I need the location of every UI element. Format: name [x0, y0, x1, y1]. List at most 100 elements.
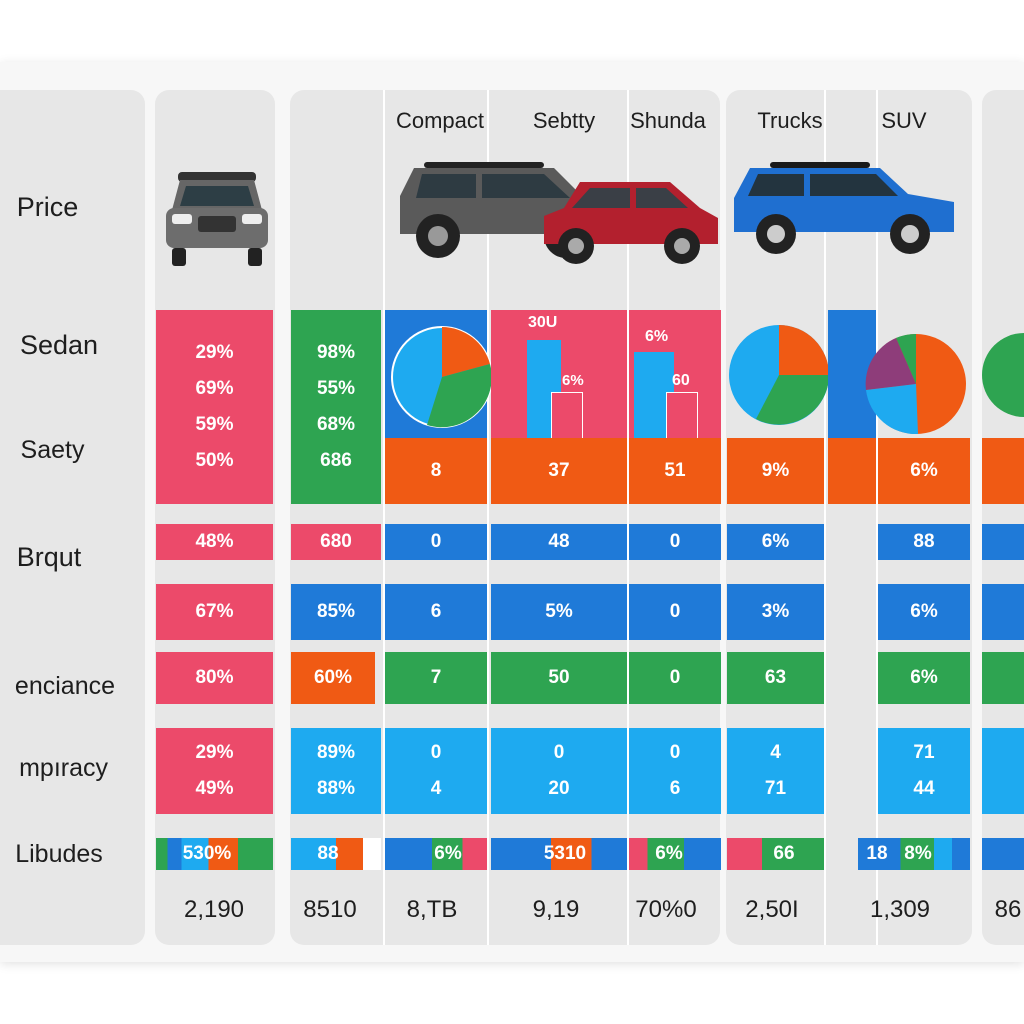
mpiracy-cell: 0 6 — [629, 728, 721, 814]
libudes-strip — [156, 838, 273, 870]
enciance-cell: 80% — [156, 652, 273, 704]
mpiracy-cell — [982, 728, 1024, 814]
enciance-cell: 7 — [385, 652, 487, 704]
row-label-mpiracy: mpıracy — [19, 754, 108, 782]
mpiracy-value: 0 — [669, 742, 681, 763]
libudes-value: 88 — [317, 843, 339, 864]
column-divider — [383, 90, 385, 945]
mpiracy-value: 89% — [316, 742, 356, 763]
brqut-cell: 88 — [878, 524, 970, 560]
pie-slice — [896, 333, 916, 384]
row-label-brqut: Brqut — [16, 542, 82, 572]
pie-slice — [866, 384, 918, 435]
total-value: 8510 — [303, 896, 357, 923]
libudes-strip — [727, 838, 824, 870]
mpiracy-value: 0 — [430, 742, 442, 763]
row-label-price: Price — [16, 192, 79, 222]
sedan-value: 69% — [195, 378, 234, 399]
libudes-strip — [491, 838, 627, 870]
row5-cell: 6 — [385, 584, 487, 640]
pie-chart — [865, 333, 966, 435]
mpiracy-cell: 4 71 — [727, 728, 824, 814]
bar-label: 30U — [528, 314, 558, 331]
brqut-cell: 48 — [491, 524, 627, 560]
brqut-cell — [982, 524, 1024, 560]
bar-label: 6% — [645, 328, 669, 345]
sedan-value: 55% — [316, 378, 356, 399]
pie-slice — [865, 338, 916, 390]
enciance-cell: 60% — [291, 652, 375, 704]
row5-cell: 5% — [491, 584, 627, 640]
mpiracy-value: 71 — [764, 778, 787, 799]
mpiracy-value: 49% — [195, 778, 234, 799]
pie-slice — [427, 364, 492, 428]
pie-chart — [729, 325, 829, 425]
bar — [551, 392, 583, 440]
sedan-value: 68% — [316, 414, 356, 435]
grey-suv-front-icon — [166, 172, 268, 266]
red-hatchback-icon — [544, 182, 718, 264]
row5-cell: 6% — [878, 584, 970, 640]
saety-cell: 51 — [629, 438, 721, 504]
libudes-value: 18 — [866, 843, 888, 864]
mpiracy-cell: 0 20 — [491, 728, 627, 814]
header-label-trucks: Trucks — [757, 108, 823, 133]
libudes-strip — [982, 838, 1024, 870]
mpiracy-value: 0 — [553, 742, 565, 763]
mpiracy-value: 88% — [316, 778, 356, 799]
column-divider — [824, 90, 826, 945]
mpiracy-value: 20 — [548, 778, 570, 799]
sedan-value: 50% — [195, 450, 234, 471]
bar-label: 6% — [562, 372, 584, 389]
enciance-cell: 6% — [878, 652, 970, 704]
brqut-cell: 6% — [727, 524, 824, 560]
saety-cell: 37 — [491, 438, 627, 504]
column-divider — [487, 90, 489, 945]
bar — [666, 392, 698, 440]
libudes-value: 66 — [773, 843, 795, 864]
saety-cell: 9% — [727, 438, 824, 504]
row-label-libudes: Libudes — [15, 840, 103, 868]
header-label-shunda: Shunda — [630, 108, 706, 133]
row5-cell: 0 — [629, 584, 721, 640]
row-label-panel — [0, 90, 145, 945]
column-panel-4 — [982, 90, 1024, 945]
sedan-value: 98% — [316, 342, 356, 363]
mpiracy-cell: 29% 49% — [156, 728, 273, 814]
sedan-value: 59% — [195, 414, 234, 435]
row-label-sedan: Sedan — [19, 330, 99, 360]
mpiracy-cell: 89% 88% — [291, 728, 381, 814]
brqut-cell: 0 — [385, 524, 487, 560]
enciance-cell — [982, 652, 1024, 704]
brqut-cell: 48% — [156, 524, 273, 560]
libudes-value: 8% — [904, 843, 932, 864]
total-value: 2,50I — [745, 896, 799, 923]
mpiracy-cell: 71 44 — [878, 728, 970, 814]
libudes-strip — [858, 838, 970, 870]
pie-chart — [391, 326, 493, 428]
row5-cell — [982, 584, 1024, 640]
header-label-suv: SUV — [881, 108, 927, 133]
row5-cell: 67% — [156, 584, 273, 640]
mpiracy-value: 29% — [195, 742, 234, 763]
total-value: 86 — [994, 896, 1022, 923]
row5-cell: 85% — [291, 584, 381, 640]
column-divider — [876, 90, 878, 945]
header-label-sebtty: Sebtty — [532, 108, 596, 133]
brqut-cell: 0 — [629, 524, 721, 560]
bar-label: 60 — [672, 372, 690, 389]
libudes-strip — [385, 838, 487, 870]
total-value: 70%0 — [635, 896, 697, 923]
pie-chart — [982, 333, 1024, 417]
sedan-cell-col1: 29% 69% 59% 50% — [156, 310, 273, 504]
column-divider — [627, 90, 629, 945]
total-value: 2,190 — [183, 896, 245, 923]
saety-cell — [982, 438, 1024, 504]
pie-slice — [779, 325, 829, 375]
mpiracy-value: 71 — [913, 742, 935, 763]
total-value: 8,TB — [406, 896, 458, 923]
blue-suv-icon — [734, 162, 954, 254]
saety-cell: 8 — [385, 438, 487, 504]
row5-cell: 3% — [727, 584, 824, 640]
header-label-compact: Compact — [395, 108, 485, 133]
